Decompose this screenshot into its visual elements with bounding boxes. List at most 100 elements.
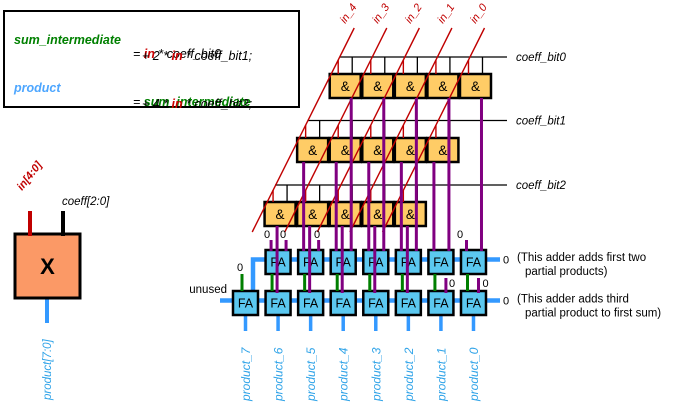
adder1-note: (This adder adds first two: [517, 252, 646, 264]
and-gate-symbol: &: [373, 143, 382, 158]
and-gate: [393, 72, 428, 100]
full-adder: [231, 289, 260, 317]
eq3-sum: sum_intermediate: [143, 95, 251, 109]
and-gate-symbol: &: [373, 207, 382, 222]
zero-label: 0: [457, 229, 463, 241]
full-adder-label: FA: [303, 297, 319, 311]
product-bit-label: product_0: [467, 347, 481, 402]
eq2-pre: + 2 *: [142, 49, 172, 63]
and-gate-symbol: &: [341, 207, 350, 222]
and-gate: [328, 72, 362, 100]
input-diagonal-wire: [251, 27, 355, 233]
eq2-rhs: + 2 * in * coeff_bit1;: [142, 49, 252, 63]
full-adder-label: FA: [336, 297, 352, 311]
eq1-tail: * coeff_bit0: [154, 47, 221, 61]
and-gate: [361, 136, 395, 164]
input-bit-label: in_2: [403, 2, 425, 26]
eq1-equals: =: [133, 47, 144, 61]
and-gate: [458, 72, 493, 100]
coeff-bit-label: coeff_bit2: [516, 180, 566, 192]
full-adder: [296, 289, 325, 317]
product-bit-label: product_3: [369, 347, 383, 402]
multiplier-symbol: X: [40, 254, 55, 279]
and-gate: [426, 136, 460, 164]
zero-label: 0: [503, 255, 509, 267]
zero-label: 0: [264, 229, 270, 241]
product-bit-label: product_1: [434, 348, 448, 402]
and-gate-symbol: &: [406, 79, 415, 94]
eq3-lhs: product: [14, 81, 61, 95]
eq1-rhs: = in * coeff_bit0: [133, 47, 221, 61]
zero-label: 0: [237, 262, 243, 274]
and-gate-symbol: &: [406, 143, 415, 158]
zero-label: 0: [280, 229, 286, 241]
full-adder-label: FA: [433, 297, 449, 311]
equation-box: sum_intermediate = in * coeff_bit0 + 2 *…: [3, 10, 300, 111]
product-bit-label: product_6: [272, 347, 286, 402]
input-bit-label: in_3: [370, 1, 392, 26]
input-bit-label: in_4: [338, 2, 360, 26]
eq4-rhs: + 4 * in * coeff_bit2;: [142, 97, 252, 111]
eq1-var: in: [143, 47, 155, 61]
and-gate-symbol: &: [438, 79, 447, 94]
and-gate-symbol: &: [373, 79, 382, 94]
eq4-var: in: [171, 97, 183, 111]
full-adder-label: FA: [238, 297, 254, 311]
and-gate: [361, 72, 395, 100]
full-adder-label: FA: [401, 297, 417, 311]
adder2-note: (This adder adds third: [517, 294, 629, 306]
full-adder: [427, 289, 455, 317]
mult-coeff-label: coeff[2:0]: [62, 196, 110, 208]
and-gate-symbol: &: [341, 143, 350, 158]
full-adder: [394, 289, 423, 317]
eq3-rhs: = sum_intermediate: [133, 95, 251, 109]
and-gate-symbol: &: [276, 207, 285, 222]
and-gate-symbol: &: [438, 143, 447, 158]
unused-label: unused: [189, 284, 227, 296]
product-bit-label: product_5: [304, 347, 318, 402]
zero-label: 0: [482, 278, 488, 290]
eq1-lhs: sum_intermediate: [14, 33, 121, 47]
input-diagonal-wire: [349, 27, 453, 233]
eq4-pre: + 4 *: [142, 97, 172, 111]
and-gate: [393, 136, 428, 164]
input-bit-label: in_1: [436, 2, 458, 26]
multiplier-block: [13, 232, 82, 300]
product-bit-label: product_2: [402, 347, 416, 402]
and-gate-symbol: &: [308, 207, 317, 222]
equation-line-3: product = sum_intermediate: [5, 67, 298, 123]
input-diagonal-wire: [284, 27, 388, 233]
coeff-bit-label: coeff_bit0: [516, 52, 566, 64]
wire-layer: [28, 27, 507, 293]
and-gate-symbol: &: [406, 207, 415, 222]
coeff-bit-label: coeff_bit1: [516, 116, 566, 128]
zero-label: 0: [503, 296, 509, 308]
eq4-tail: * coeff_bit2;: [182, 97, 253, 111]
product-bit-label: product_7: [239, 346, 253, 402]
eq2-var: in: [171, 49, 183, 63]
input-bit-label: in_0: [468, 1, 490, 26]
equation-line-4: + 4 * in * coeff_bit2;: [5, 83, 298, 125]
and-gate: [426, 72, 460, 100]
product-bit-label: product_4: [337, 347, 351, 402]
input-diagonal-wire: [316, 27, 420, 233]
mult-output-label: product[7:0]: [42, 338, 54, 401]
equation-line-2: + 2 * in * coeff_bit1;: [5, 35, 298, 77]
and-gate-symbol: &: [341, 79, 350, 94]
and-gate: [295, 136, 330, 164]
full-adder-label: FA: [368, 297, 384, 311]
full-adder-label: FA: [433, 256, 449, 270]
input-diagonal-wire: [381, 27, 486, 233]
adder1-note: partial products): [525, 266, 608, 278]
full-adder: [459, 248, 488, 276]
full-adder-label: FA: [466, 297, 482, 311]
adder2-note: partial product to first sum): [525, 308, 661, 320]
full-adder-label: FA: [466, 256, 482, 270]
eq3-equals: =: [133, 95, 144, 109]
zero-label: 0: [449, 278, 455, 290]
and-gate: [328, 136, 362, 164]
full-adder-label: FA: [270, 297, 286, 311]
eq2-tail: * coeff_bit1;: [182, 49, 253, 63]
